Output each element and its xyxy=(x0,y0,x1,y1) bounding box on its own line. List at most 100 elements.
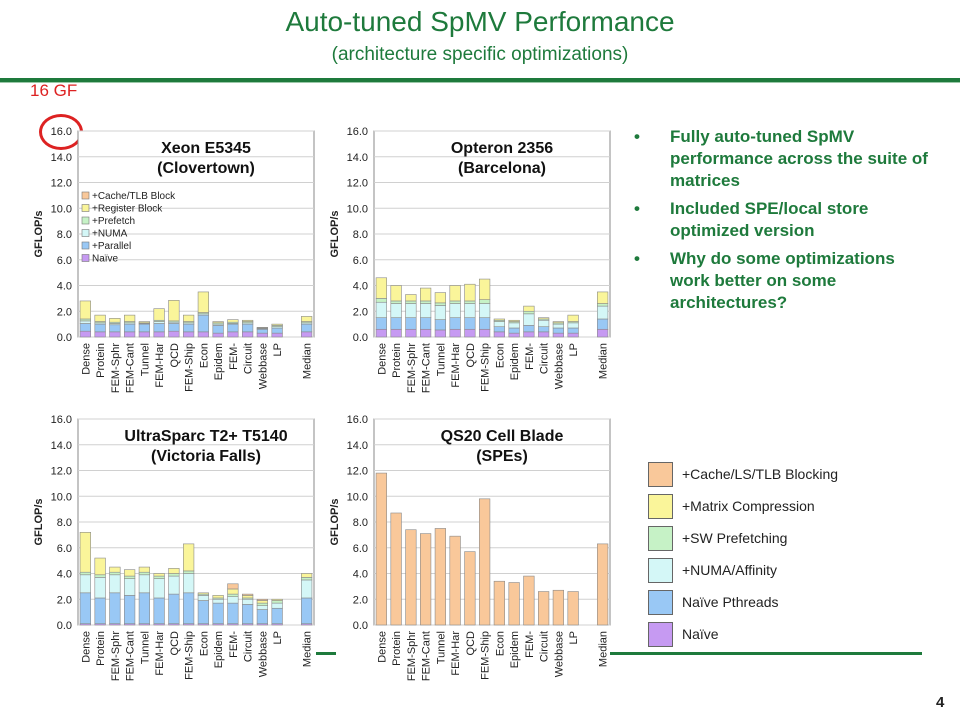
inner-legend-swatch xyxy=(81,191,90,200)
bar-segment xyxy=(212,595,224,599)
bar-segment xyxy=(375,298,387,303)
x-tick-label: FEM-Sphr xyxy=(406,631,418,681)
bar-segment xyxy=(301,597,313,625)
bullet-dot: • xyxy=(634,199,640,218)
bar-segment xyxy=(449,317,461,330)
bar-segment xyxy=(197,595,209,601)
bar-segment xyxy=(271,600,283,604)
bar-segment xyxy=(227,588,239,595)
bar-segment xyxy=(212,332,224,338)
bar-segment xyxy=(493,331,505,338)
x-tick-label: LP xyxy=(568,343,580,356)
inner-legend-swatch xyxy=(81,216,90,225)
bar-segment xyxy=(94,574,106,578)
bar-segment xyxy=(109,324,121,333)
bar-segment xyxy=(242,319,254,322)
bar-segment xyxy=(242,323,254,333)
x-tick-label: Dense xyxy=(80,631,92,663)
bar-segment xyxy=(256,328,268,334)
x-tick-label: FEM-Ship xyxy=(480,631,492,680)
bar-segment xyxy=(567,327,579,334)
bar-segment xyxy=(375,472,387,626)
bar-segment xyxy=(567,591,579,626)
legend-swatch xyxy=(648,590,673,615)
bar-segment xyxy=(464,303,476,318)
bar-segment xyxy=(197,291,209,313)
bar-segment xyxy=(79,330,91,338)
bar-segment xyxy=(271,327,283,334)
y-tick-label: 8.0 xyxy=(57,517,72,529)
chart-subtitle: (Barcelona) xyxy=(458,160,546,177)
x-tick-label: Econ xyxy=(494,343,506,368)
bar-segment xyxy=(405,300,417,304)
x-tick-label: Epidem xyxy=(509,343,521,380)
bar-segment xyxy=(523,331,535,338)
bar-segment xyxy=(420,300,432,304)
legend-swatch xyxy=(648,526,673,551)
y-tick-label: 12.0 xyxy=(51,178,72,190)
inner-legend-label: +Parallel xyxy=(92,241,131,252)
x-tick-label: FEM-Cant xyxy=(421,631,433,681)
y-tick-label: 10.0 xyxy=(51,491,72,503)
y-tick-label: 16.0 xyxy=(347,126,368,138)
bar-segment xyxy=(301,573,313,578)
bar-segment xyxy=(183,323,195,333)
footer-rule-fragment xyxy=(316,652,336,655)
x-tick-label: Tunnel xyxy=(435,343,447,376)
bar-segment xyxy=(508,582,520,626)
y-tick-label: 0.0 xyxy=(57,332,72,344)
y-tick-label: 0.0 xyxy=(57,620,72,632)
bar-segment xyxy=(138,571,150,576)
bar-segment xyxy=(375,328,387,338)
y-tick-label: 2.0 xyxy=(57,594,72,606)
bar-segment xyxy=(94,597,106,625)
y-tick-label: 6.0 xyxy=(57,543,72,555)
bar-segment xyxy=(153,308,165,321)
bar-segment xyxy=(552,332,564,338)
bar-segment xyxy=(183,331,195,338)
bar-segment xyxy=(138,321,150,324)
bar-segment xyxy=(301,316,313,322)
bar-segment xyxy=(94,577,106,599)
y-tick-label: 14.0 xyxy=(347,152,368,164)
bar-segment xyxy=(523,313,535,326)
x-tick-label: QCD xyxy=(169,343,181,368)
x-tick-label: Webbase xyxy=(553,343,565,389)
legend-label: Naïve xyxy=(682,626,719,642)
y-axis-label: GFLOP/s xyxy=(33,210,45,257)
inner-legend-label: Naïve xyxy=(92,254,119,265)
bar-segment xyxy=(552,321,564,324)
x-tick-label: Dense xyxy=(80,343,92,375)
bar-segment xyxy=(183,570,195,574)
bar-segment xyxy=(420,287,432,302)
bar-segment xyxy=(597,318,609,330)
bar-segment xyxy=(124,575,136,579)
bar-segment xyxy=(79,574,91,594)
y-tick-label: 8.0 xyxy=(353,229,368,241)
inner-legend-label: +Prefetch xyxy=(92,216,135,227)
x-tick-label: Protein xyxy=(95,631,107,666)
bar-segment xyxy=(390,300,402,304)
bar-segment xyxy=(523,305,535,312)
bar-segment xyxy=(523,310,535,315)
x-tick-label: FEM- xyxy=(524,631,536,658)
bar-segment xyxy=(138,574,150,594)
bar-segment xyxy=(420,303,432,318)
x-tick-label: Tunnel xyxy=(435,631,447,664)
bar-segment xyxy=(405,294,417,302)
x-tick-label: QCD xyxy=(465,343,477,368)
x-tick-label: Webbase xyxy=(553,631,565,677)
y-axis-label: GFLOP/s xyxy=(329,498,341,545)
bar-segment xyxy=(449,303,461,318)
x-tick-label: Median xyxy=(302,631,314,667)
bar-segment xyxy=(405,529,417,626)
x-tick-label: Dense xyxy=(376,631,388,663)
y-tick-label: 12.0 xyxy=(347,178,368,190)
y-tick-label: 14.0 xyxy=(347,440,368,452)
bar-segment xyxy=(168,568,180,574)
bar-segment xyxy=(567,332,579,338)
bar-segment xyxy=(124,314,136,322)
x-tick-label: LP xyxy=(272,343,284,356)
legend-swatch xyxy=(648,558,673,583)
bar-segment xyxy=(449,300,461,304)
